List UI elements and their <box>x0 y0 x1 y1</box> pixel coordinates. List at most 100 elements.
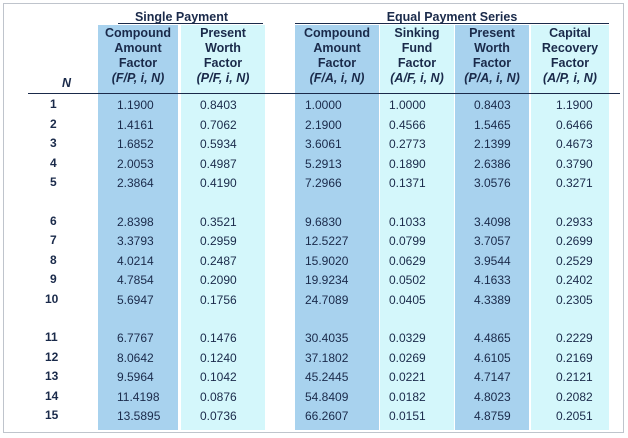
cell-fp: 2.0053 <box>117 156 154 171</box>
band-pa <box>455 25 529 430</box>
header-n: N <box>62 76 72 90</box>
cell-pa: 3.4098 <box>474 214 511 229</box>
cell-fa: 3.6061 <box>305 137 342 151</box>
header-pf: Present Worth Factor (P/F, i, N) <box>196 26 250 85</box>
row-n: 10 <box>45 291 59 306</box>
cell-pa: 3.9544 <box>474 253 511 268</box>
cell-pa: 2.1399 <box>474 137 511 151</box>
row-n: 15 <box>45 408 59 422</box>
cell-fa: 7.2966 <box>305 176 342 190</box>
cell-fa: 24.7089 <box>305 292 349 307</box>
cell-fp: 8.0642 <box>117 350 154 365</box>
band-ap <box>531 25 609 430</box>
cell-pa: 0.8403 <box>474 98 511 112</box>
cell-pf: 0.3521 <box>200 214 237 229</box>
cell-fa: 54.8409 <box>305 389 349 404</box>
row-n: 12 <box>45 349 59 364</box>
cell-ap: 0.2529 <box>556 253 593 268</box>
cell-pf: 0.1476 <box>200 331 237 345</box>
row-n: 7 <box>50 233 57 247</box>
row-n: 6 <box>50 213 57 228</box>
cell-af: 0.1371 <box>389 176 426 190</box>
cell-fa: 1.0000 <box>305 98 342 112</box>
cell-af: 0.1033 <box>389 214 426 229</box>
cell-af: 0.0405 <box>389 292 426 307</box>
group-single-payment: Single Payment <box>134 10 229 24</box>
cell-fp: 1.4161 <box>117 117 154 132</box>
cell-pf: 0.1240 <box>200 350 237 365</box>
header-af: Sinking Fund Factor (A/F, i, N) <box>390 26 444 85</box>
cell-fp: 1.6852 <box>117 137 154 151</box>
cell-pa: 3.7057 <box>474 234 511 248</box>
cell-pf: 0.2959 <box>200 234 237 248</box>
cell-pa: 4.1633 <box>474 273 511 287</box>
cell-pf: 0.8403 <box>200 98 237 112</box>
row-n: 1 <box>50 97 57 111</box>
cell-ap: 0.2933 <box>556 214 593 229</box>
cell-fp: 13.5895 <box>117 409 161 423</box>
cell-ap: 0.2699 <box>556 234 593 248</box>
cell-ap: 0.2402 <box>556 273 593 287</box>
cell-fp: 5.6947 <box>117 292 154 307</box>
cell-pa: 1.5465 <box>474 117 511 132</box>
cell-ap: 0.2121 <box>556 370 593 384</box>
cell-pf: 0.5934 <box>200 137 237 151</box>
cell-pa: 4.3389 <box>474 292 511 307</box>
cell-fp: 11.4198 <box>117 389 160 404</box>
row-n: 11 <box>45 330 58 344</box>
cell-pa: 4.4865 <box>474 331 511 345</box>
cell-fp: 4.0214 <box>117 253 154 268</box>
row-n: 9 <box>50 272 57 286</box>
cell-pa: 4.8759 <box>474 409 511 423</box>
cell-ap: 0.2051 <box>556 409 593 423</box>
band-fa <box>295 25 379 430</box>
cell-ap: 0.2169 <box>556 350 593 365</box>
cell-fa: 30.4035 <box>305 331 349 345</box>
cell-fa: 12.5227 <box>305 234 349 248</box>
cell-pf: 0.1756 <box>200 292 237 307</box>
cell-af: 1.0000 <box>389 98 426 112</box>
cell-af: 0.4566 <box>389 117 426 132</box>
row-n: 14 <box>45 388 59 403</box>
cell-fp: 1.1900 <box>117 98 154 112</box>
cell-fa: 2.1900 <box>305 117 342 132</box>
cell-ap: 0.3790 <box>556 156 593 171</box>
row-n: 8 <box>50 252 57 267</box>
cell-ap: 0.3271 <box>556 176 593 190</box>
row-n: 3 <box>50 136 57 150</box>
cell-af: 0.0151 <box>389 409 426 423</box>
cell-af: 0.1890 <box>389 156 426 171</box>
cell-af: 0.0329 <box>389 331 426 345</box>
cell-fa: 15.9020 <box>305 253 349 268</box>
cell-fp: 9.5964 <box>117 370 154 384</box>
cell-pf: 0.4987 <box>200 156 237 171</box>
row-n: 5 <box>50 175 57 189</box>
cell-fa: 66.2607 <box>305 409 349 423</box>
cell-fp: 2.3864 <box>117 176 154 190</box>
cell-fa: 19.9234 <box>305 273 349 287</box>
cell-fp: 6.7767 <box>117 331 154 345</box>
cell-fp: 2.8398 <box>117 214 154 229</box>
cell-fp: 4.7854 <box>117 273 154 287</box>
cell-af: 0.0182 <box>389 389 426 404</box>
cell-ap: 0.2305 <box>556 292 593 307</box>
band-pf <box>181 25 265 430</box>
header-fa: Compound Amount Factor (F/A, i, N) <box>304 26 370 85</box>
cell-pf: 0.1042 <box>200 370 237 384</box>
row-n: 2 <box>50 116 57 131</box>
cell-pf: 0.7062 <box>200 117 237 132</box>
header-ap: Capital Recovery Factor (A/P, i, N) <box>541 26 599 85</box>
cell-af: 0.0502 <box>389 273 426 287</box>
cell-ap: 0.2229 <box>556 331 593 345</box>
row-n: 13 <box>45 369 59 383</box>
row-n: 4 <box>50 155 57 170</box>
cell-pf: 0.2487 <box>200 253 237 268</box>
cell-fa: 37.1802 <box>305 350 349 365</box>
cell-pf: 0.0876 <box>200 389 237 404</box>
cell-pf: 0.2090 <box>200 273 237 287</box>
group-equal-payment-rule <box>295 23 609 24</box>
cell-af: 0.0221 <box>389 370 426 384</box>
band-fp <box>98 25 178 430</box>
cell-pa: 2.6386 <box>474 156 511 171</box>
group-single-payment-rule <box>118 23 263 24</box>
